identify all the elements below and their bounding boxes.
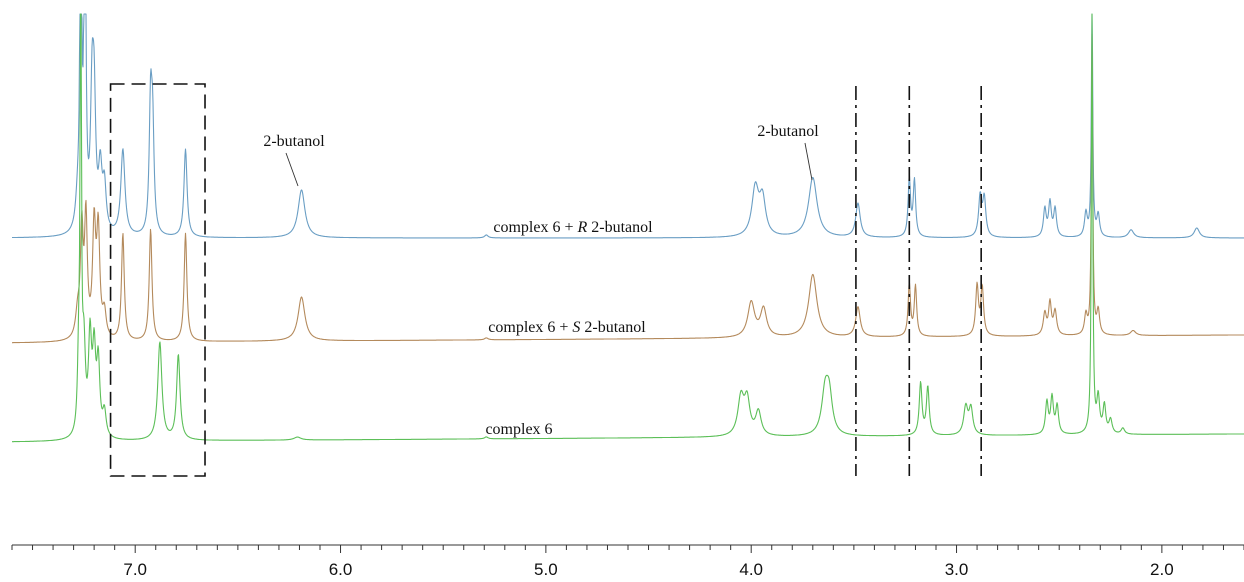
highlight-box [109,83,206,477]
annotation-label-1: 2-butanol [263,133,325,150]
series-label-3: complex 6 [485,421,552,438]
spectrum-trace-1 [11,13,1244,239]
series-labels: complex 6 + R 2-butanol complex 6 + S 2-b… [485,219,653,438]
x-tick-label: 4.0 [739,560,763,579]
spectrum-trace-2 [11,33,1244,344]
annotation-label-2: 2-butanol [757,123,819,140]
annotations: 2-butanol 2-butanol [263,123,819,187]
x-tick-label: 3.0 [945,560,969,579]
x-tick-label: 7.0 [123,560,147,579]
x-tick-label: 2.0 [1150,560,1174,579]
spectrum-traces [11,13,1244,443]
spectrum-trace-3 [11,13,1244,443]
overlay-markers [109,83,982,477]
x-axis: 7.0 6.0 5.0 4.0 3.0 2.0 [11,544,1244,579]
series-label-1: complex 6 + R 2-butanol [493,219,653,236]
x-tick-label: 6.0 [329,560,353,579]
annotation-pointer-1 [285,152,299,187]
x-tick-label: 5.0 [534,560,558,579]
annotation-pointer-2 [804,142,813,181]
series-label-2: complex 6 + S 2-butanol [488,319,646,336]
